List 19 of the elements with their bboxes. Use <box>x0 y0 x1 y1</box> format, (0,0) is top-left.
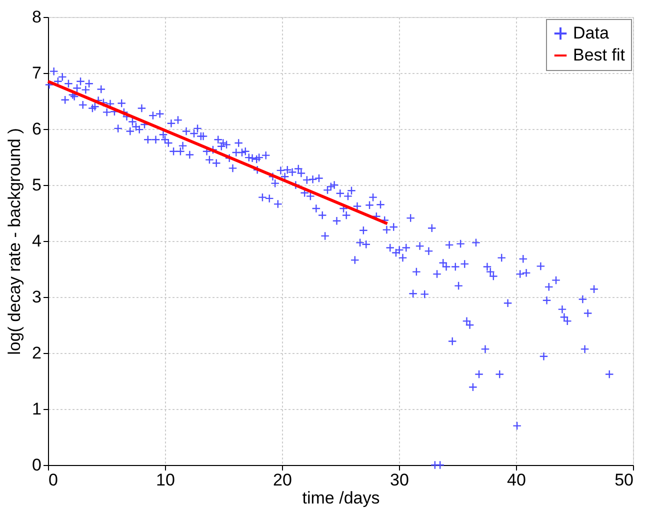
y-tick-label: 4 <box>32 232 42 250</box>
y-tick-label: 0 <box>32 456 42 474</box>
y-tick-label: 8 <box>32 8 42 26</box>
x-tick-label: 40 <box>507 470 526 490</box>
x-axis-title: time /days <box>302 488 380 508</box>
y-tick-label: 2 <box>32 344 42 362</box>
x-tick-label: 30 <box>390 470 409 490</box>
y-tick-label: 5 <box>32 176 42 194</box>
x-tick-label: 10 <box>156 470 175 490</box>
y-tick-label: 3 <box>32 288 42 306</box>
y-tick-label: 6 <box>32 120 42 138</box>
x-tick-label: 50 <box>614 470 634 490</box>
y-axis-title: log( decay rate - background ) <box>5 128 24 355</box>
x-tick-label: 20 <box>273 470 292 490</box>
x-tick-label: 0 <box>48 470 58 490</box>
legend-label: Best fit <box>573 46 626 64</box>
y-tick-label: 7 <box>32 64 42 82</box>
legend-label: Data <box>573 24 610 42</box>
y-tick-label: 1 <box>32 400 42 418</box>
